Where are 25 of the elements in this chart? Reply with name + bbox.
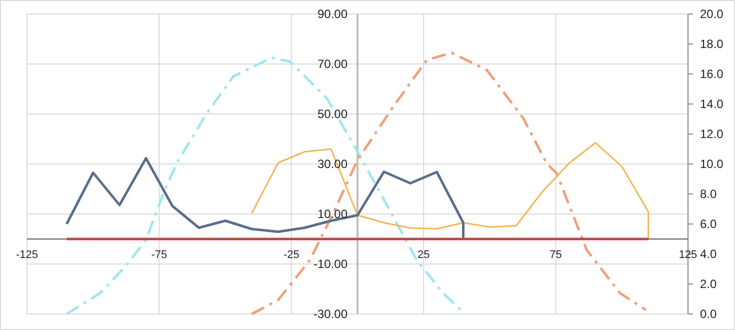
x-tick-label: -25 (283, 249, 300, 261)
y2-tick-label: 12.0 (700, 127, 724, 142)
y2-tick-label: 0.0 (700, 307, 718, 322)
y-tick-label: 10.00 (317, 207, 348, 222)
y2-tick-label: 14.0 (700, 97, 724, 112)
y-tick-label: 70.00 (317, 57, 348, 72)
y2-tick-label: 4.0 (700, 247, 718, 262)
x-tick-label: 125 (678, 249, 698, 261)
y-tick-label: 50.00 (317, 107, 348, 122)
line-series (250, 142, 650, 240)
y2-tick-label: 16.0 (700, 67, 724, 82)
line-series (65, 157, 465, 240)
y2-tick-label: 20.0 (700, 7, 724, 22)
y-tick-label: -30.00 (313, 307, 348, 322)
y-tick-label: 90.00 (317, 7, 348, 22)
y2-tick-label: 2.0 (700, 277, 718, 292)
x-tick-label: -75 (151, 249, 168, 261)
y2-tick-label: 8.0 (700, 187, 718, 202)
y2-tick-label: 6.0 (700, 217, 718, 232)
y-tick-label: -10.00 (313, 257, 348, 272)
x-tick-label: -125 (16, 249, 38, 261)
y2-tick-label: 18.0 (700, 37, 724, 52)
x-tick-label: 75 (550, 249, 562, 261)
x-tick-label: 25 (417, 249, 430, 261)
y2-tick-label: 10.0 (700, 157, 724, 172)
